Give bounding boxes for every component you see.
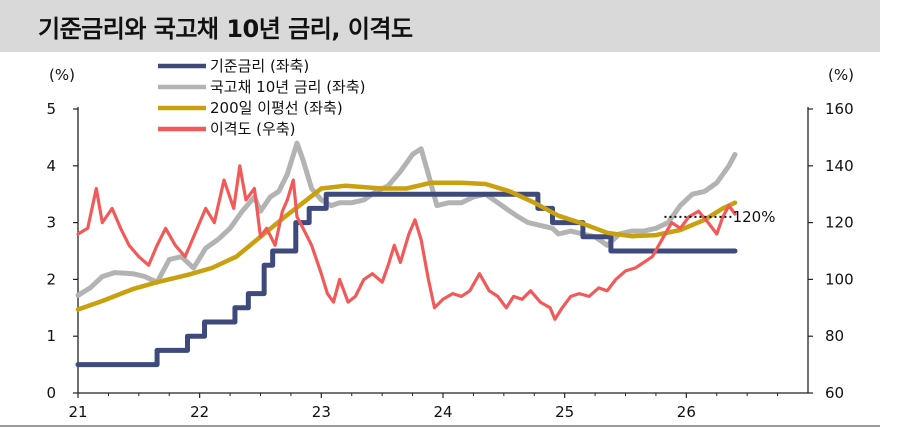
y-left-tick-label: 1 [46,327,56,345]
annotation: 120% [664,208,775,226]
series-line-2 [75,180,738,312]
x-tick-label: 21 [68,403,87,421]
y-axis-left: 0 1 2 3 4 5 [46,100,78,402]
series-layer [75,140,738,368]
legend-label-0: 기준금리 (좌축) [210,57,309,75]
legend-label-2: 200일 이평선 (좌축) [210,99,343,117]
chart-title: 기준금리와 국고채 10년 금리, 이격도 [38,15,413,43]
y-right-tick-label: 60 [825,384,844,402]
bottom-rule [0,425,880,427]
x-tick-label: 22 [190,403,209,421]
x-axis: 21 22 23 24 25 26 [68,393,779,421]
annotation-label: 120% [733,208,776,226]
y-left-tick-label: 0 [46,384,56,402]
title-bar: 기준금리와 국고채 10년 금리, 이격도 [0,0,880,52]
legend-label-1: 국고채 10년 금리 (좌축) [210,78,366,96]
series-line-0 [75,191,738,368]
legend: 기준금리 (좌축) 국고채 10년 금리 (좌축) 200일 이평선 (좌축) 이격도… [158,57,366,138]
x-tick-label: 25 [555,403,574,421]
series-line-3 [76,164,737,321]
y-left-tick-label: 5 [46,100,56,118]
series-line-1 [75,140,738,298]
y-axis-left-unit: (%) [49,66,75,84]
x-tick-label: 26 [677,403,696,421]
y-left-tick-label: 2 [46,270,56,288]
y-left-tick-label: 4 [46,157,56,175]
legend-label-3: 이격도 (우축) [210,120,295,138]
y-right-tick-label: 160 [825,100,854,118]
y-right-tick-label: 100 [825,270,854,288]
x-tick-label: 23 [312,403,331,421]
y-left-tick-label: 3 [46,214,56,232]
y-right-tick-label: 140 [825,157,854,175]
y-right-tick-label: 120 [825,214,854,232]
x-tick-label: 24 [433,403,452,421]
y-right-tick-label: 80 [825,327,844,345]
y-axis-right-unit: (%) [828,66,854,84]
y-axis-right: 60 80 100 120 140 160 [808,100,854,402]
